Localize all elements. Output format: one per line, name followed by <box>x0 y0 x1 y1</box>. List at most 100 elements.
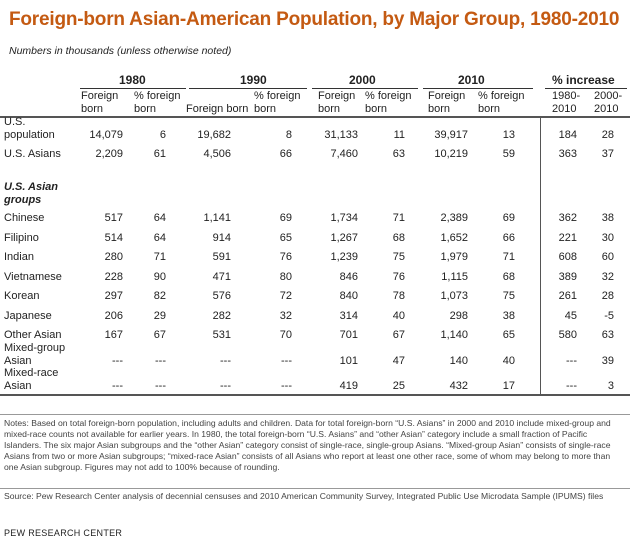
cell-increase-1980-2010: 362 <box>558 212 577 224</box>
cell-foreign-born-2010: 2,389 <box>440 212 468 224</box>
subheader-increase-1980-2010: 1980- 2010 <box>552 90 581 115</box>
group-header-2010: 2010 <box>458 73 485 87</box>
table-row: Mixed-race Asian --- --- --- --- 419 25 432 17 ---… <box>0 367 630 393</box>
cell-pct-foreign-1980: 64 <box>153 212 166 224</box>
org-credit: PEW RESEARCH CENTER <box>4 528 123 538</box>
cell-foreign-born-2010: 298 <box>449 310 468 322</box>
cell-increase-2000-2010: 32 <box>601 271 614 283</box>
cell-foreign-born-1990: 471 <box>212 271 231 283</box>
cell-pct-foreign-2000: 76 <box>392 271 405 283</box>
cell-pct-foreign-1980: --- <box>155 380 166 392</box>
cell-foreign-born-1990: 1,141 <box>203 212 231 224</box>
cell-foreign-born-1980: 297 <box>104 290 123 302</box>
cell-increase-2000-2010: 3 <box>607 380 614 392</box>
cell-increase-2000-2010: 37 <box>601 148 614 160</box>
cell-increase-1980-2010: 184 <box>558 129 577 141</box>
source: Source: Pew Research Center analysis of … <box>4 491 604 501</box>
group-underline-2010 <box>423 88 533 89</box>
cell-increase-1980-2010: 363 <box>558 148 577 160</box>
cell-increase-1980-2010: 261 <box>558 290 577 302</box>
cell-foreign-born-2000: 101 <box>339 355 358 367</box>
cell-foreign-born-2000: 31,133 <box>324 129 358 141</box>
subheader-foreign-born-2010: Foreign born <box>428 90 466 115</box>
cell-increase-2000-2010: 63 <box>601 329 614 341</box>
cell-pct-foreign-2000: 25 <box>392 380 405 392</box>
group-header-increase: % increase <box>552 73 615 87</box>
cell-pct-foreign-1980: 67 <box>153 329 166 341</box>
cell-pct-foreign-1990: 80 <box>279 271 292 283</box>
cell-foreign-born-1990: --- <box>220 380 231 392</box>
cell-increase-1980-2010: --- <box>566 355 577 367</box>
cell-pct-foreign-2010: 66 <box>502 232 515 244</box>
cell-foreign-born-2000: 840 <box>339 290 358 302</box>
cell-foreign-born-1980: 14,079 <box>89 129 123 141</box>
cell-pct-foreign-2010: 59 <box>502 148 515 160</box>
group-underline-1980 <box>80 88 186 89</box>
cell-pct-foreign-2000: 78 <box>392 290 405 302</box>
cell-increase-2000-2010: 28 <box>601 129 614 141</box>
cell-pct-foreign-1990: --- <box>281 355 292 367</box>
cell-foreign-born-2000: 314 <box>339 310 358 322</box>
table-row: U.S. population 14,079 6 19,682 8 31,133 11 39,9… <box>0 116 630 142</box>
cell-pct-foreign-1980: 64 <box>153 232 166 244</box>
cell-pct-foreign-2000: 63 <box>392 148 405 160</box>
row-label: Mixed-race Asian <box>4 367 59 392</box>
cell-pct-foreign-1990: --- <box>281 380 292 392</box>
group-underline-increase <box>545 88 627 89</box>
header-rule <box>0 116 630 118</box>
cell-increase-1980-2010: 580 <box>558 329 577 341</box>
cell-increase-2000-2010: 60 <box>601 251 614 263</box>
cell-foreign-born-1990: 576 <box>212 290 231 302</box>
row-label: Vietnamese <box>4 271 62 283</box>
cell-foreign-born-1990: 914 <box>212 232 231 244</box>
cell-pct-foreign-1990: 69 <box>279 212 292 224</box>
cell-foreign-born-2000: 1,239 <box>330 251 358 263</box>
source-rule <box>0 488 630 489</box>
cell-foreign-born-1980: 2,209 <box>95 148 123 160</box>
cell-foreign-born-1990: 282 <box>212 310 231 322</box>
cell-foreign-born-2010: 1,652 <box>440 232 468 244</box>
table-bottom-rule <box>0 394 630 396</box>
cell-foreign-born-1990: 531 <box>212 329 231 341</box>
row-label: U.S. Asians <box>4 148 61 160</box>
cell-foreign-born-2000: 1,734 <box>330 212 358 224</box>
cell-pct-foreign-2010: 38 <box>502 310 515 322</box>
cell-foreign-born-1980: 514 <box>104 232 123 244</box>
cell-foreign-born-2000: 1,267 <box>330 232 358 244</box>
section-label: U.S. Asian groups <box>4 181 58 206</box>
subheader-foreign-born-1990: Foreign born <box>186 103 249 115</box>
row-label: Mixed-group Asian <box>4 342 66 367</box>
notes-rule <box>0 414 630 415</box>
cell-pct-foreign-2000: 75 <box>392 251 405 263</box>
cell-pct-foreign-1990: 32 <box>279 310 292 322</box>
cell-foreign-born-2000: 419 <box>339 380 358 392</box>
cell-foreign-born-2010: 1,073 <box>440 290 468 302</box>
cell-foreign-born-1980: --- <box>112 355 123 367</box>
subheader-foreign-born-1980: Foreign born <box>81 90 119 115</box>
cell-foreign-born-1990: --- <box>220 355 231 367</box>
cell-pct-foreign-2010: 68 <box>502 271 515 283</box>
cell-foreign-born-2000: 701 <box>339 329 358 341</box>
column-separator <box>540 116 541 394</box>
cell-increase-1980-2010: 389 <box>558 271 577 283</box>
cell-pct-foreign-2010: 75 <box>502 290 515 302</box>
cell-pct-foreign-1980: 82 <box>153 290 166 302</box>
cell-foreign-born-2010: 39,917 <box>434 129 468 141</box>
cell-pct-foreign-1990: 72 <box>279 290 292 302</box>
cell-increase-1980-2010: 608 <box>558 251 577 263</box>
cell-foreign-born-1980: 206 <box>104 310 123 322</box>
row-label: Filipino <box>4 232 39 244</box>
cell-pct-foreign-1980: 61 <box>153 148 166 160</box>
row-label: U.S. population <box>4 116 55 141</box>
cell-foreign-born-2000: 846 <box>339 271 358 283</box>
group-underline-2000 <box>312 88 418 89</box>
row-label: Korean <box>4 290 40 302</box>
table-row: Mixed-group Asian --- --- --- --- 101 47 140 40 --… <box>0 342 630 368</box>
table-row: Chinese 517 64 1,141 69 1,734 71 2,389 69 362 38 <box>0 212 630 225</box>
group-header-2000: 2000 <box>349 73 376 87</box>
cell-pct-foreign-1980: --- <box>155 355 166 367</box>
table-row: U.S. Asians 2,209 61 4,506 66 7,460 63 10,219 59… <box>0 148 630 161</box>
subheader-pct-foreign-1980: % foreign born <box>134 90 181 115</box>
cell-pct-foreign-1990: 76 <box>279 251 292 263</box>
table-row: Filipino 514 64 914 65 1,267 68 1,652 66 221 30 <box>0 232 630 245</box>
